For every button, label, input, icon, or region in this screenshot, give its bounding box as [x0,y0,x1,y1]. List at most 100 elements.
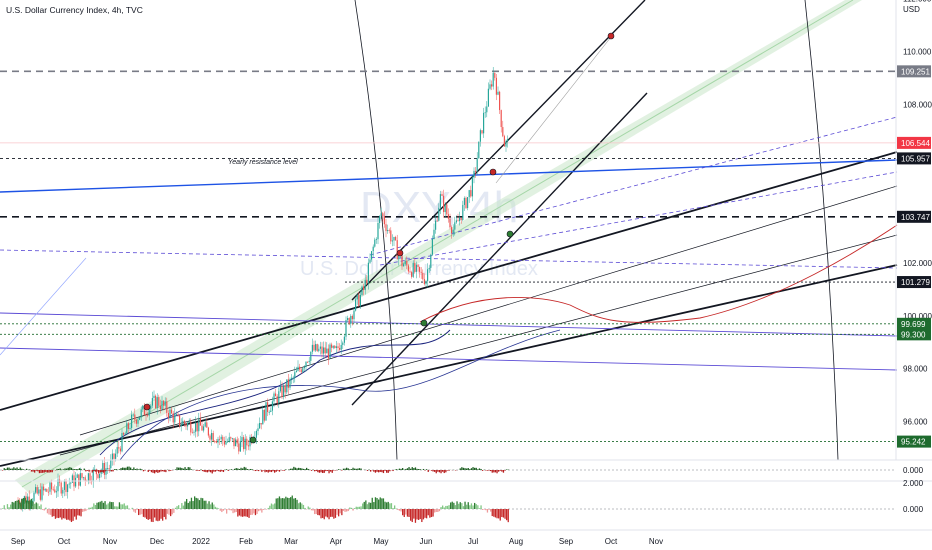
indicator2-bar [339,509,341,514]
indicator1-bar [189,467,191,470]
indicator1-bar [310,470,313,471]
indicator2-bar [331,509,333,517]
indicator2-bar [482,509,484,510]
indicator1-bar [493,470,495,473]
candle-body [89,473,91,481]
indicator2-bar [197,498,199,509]
candle-body [468,190,470,198]
trend-line-3 [351,92,648,406]
indicator1-bar [464,468,466,470]
indicator1-bar [238,468,241,470]
candle-body [396,240,398,260]
indicator1-bar [126,466,129,470]
trend-line-4 [0,159,898,193]
indicator2-bar [400,509,402,512]
candle-body [295,370,297,373]
indicator2-bar [333,509,335,519]
indicator2-bar [2,508,4,509]
indicator2-bar [242,509,244,517]
candle-body [350,315,352,324]
indicator1-bar [411,467,413,470]
indicator1-bar [254,470,257,472]
candle-body [484,112,486,114]
indicator2-bar [413,509,415,519]
indicator2-bar [83,509,85,512]
indicator2-bar [362,503,364,509]
candle-body [363,286,365,291]
indicator1-bar [158,470,161,473]
indicator1-bar [243,466,245,470]
indicator1-bar [470,468,473,470]
indicator2-bar [418,509,420,520]
indicator1-bar [34,470,36,473]
indicator2-bar [34,503,36,509]
indicator2-bar [312,509,314,511]
candle-body [145,415,147,416]
indicator1-bar [304,469,306,470]
indicator1-bar [123,467,125,470]
indicator2-bar [14,501,17,509]
indicator2-bar [467,502,469,509]
candle-body [67,484,69,493]
indicator1-bar [213,470,215,472]
indicator1-bar [269,470,271,472]
indicator1-bar [120,468,122,470]
indicator1-bar [136,468,138,470]
indicator2-bar [318,509,321,516]
indicator2-bar [456,501,458,509]
price-badge-3 [897,210,931,223]
indicator1-bar [64,468,66,470]
indicator1-bar [478,468,481,470]
indicator1-bar [165,470,167,473]
candle-body [143,405,145,416]
indicator2-bar [474,502,476,509]
candle-body [231,438,233,440]
indicator2-bar [158,509,161,521]
indicator2-bar [26,500,28,509]
indicator2-bar [178,505,180,509]
candle-body [459,217,461,222]
indicator2-bar [114,506,116,509]
indicator2-bar [226,509,228,514]
indicator1-bar [374,470,377,473]
candle-body [70,482,72,484]
candle-body [41,486,43,500]
indicator2-bar [304,507,306,509]
indicator2-bar [152,509,154,523]
indicator1-bar [51,470,53,473]
candle-body [297,366,299,371]
candle-body [339,348,341,350]
indicator1-bar [469,469,471,470]
candle-body [79,473,81,486]
indicator1-bar [59,468,61,470]
indicator2-bar [427,509,429,516]
candle-body [391,240,393,242]
indicator2-bar [350,507,353,509]
indicator1-bar [147,470,149,472]
indicator2-bar [70,509,73,523]
indicator1-bar [226,469,228,470]
indicator2-bar [462,506,465,509]
candle-body [355,299,357,311]
candle-body [87,473,89,482]
indicator2-bar [442,505,444,509]
indicator1-bar [85,470,87,472]
indicator2-bar [8,507,10,509]
price-badge-label-1: 106.544 [901,139,930,148]
indicator2-bar [286,497,289,509]
candle-body [124,433,126,435]
candle-body [54,489,56,493]
indicator2-bar [506,509,508,521]
candle-body [462,204,464,220]
candle-body [156,397,158,409]
indicator1-bar [75,469,77,470]
indicator2-bar [322,509,324,518]
candle-body [172,413,174,423]
indicator2-bar [454,505,457,509]
indicator1-bar [218,470,220,472]
candle-body [76,474,78,478]
price-badge-label-7: 95.242 [901,438,926,447]
indicator1-bar [86,470,89,471]
candle-body [275,393,277,397]
